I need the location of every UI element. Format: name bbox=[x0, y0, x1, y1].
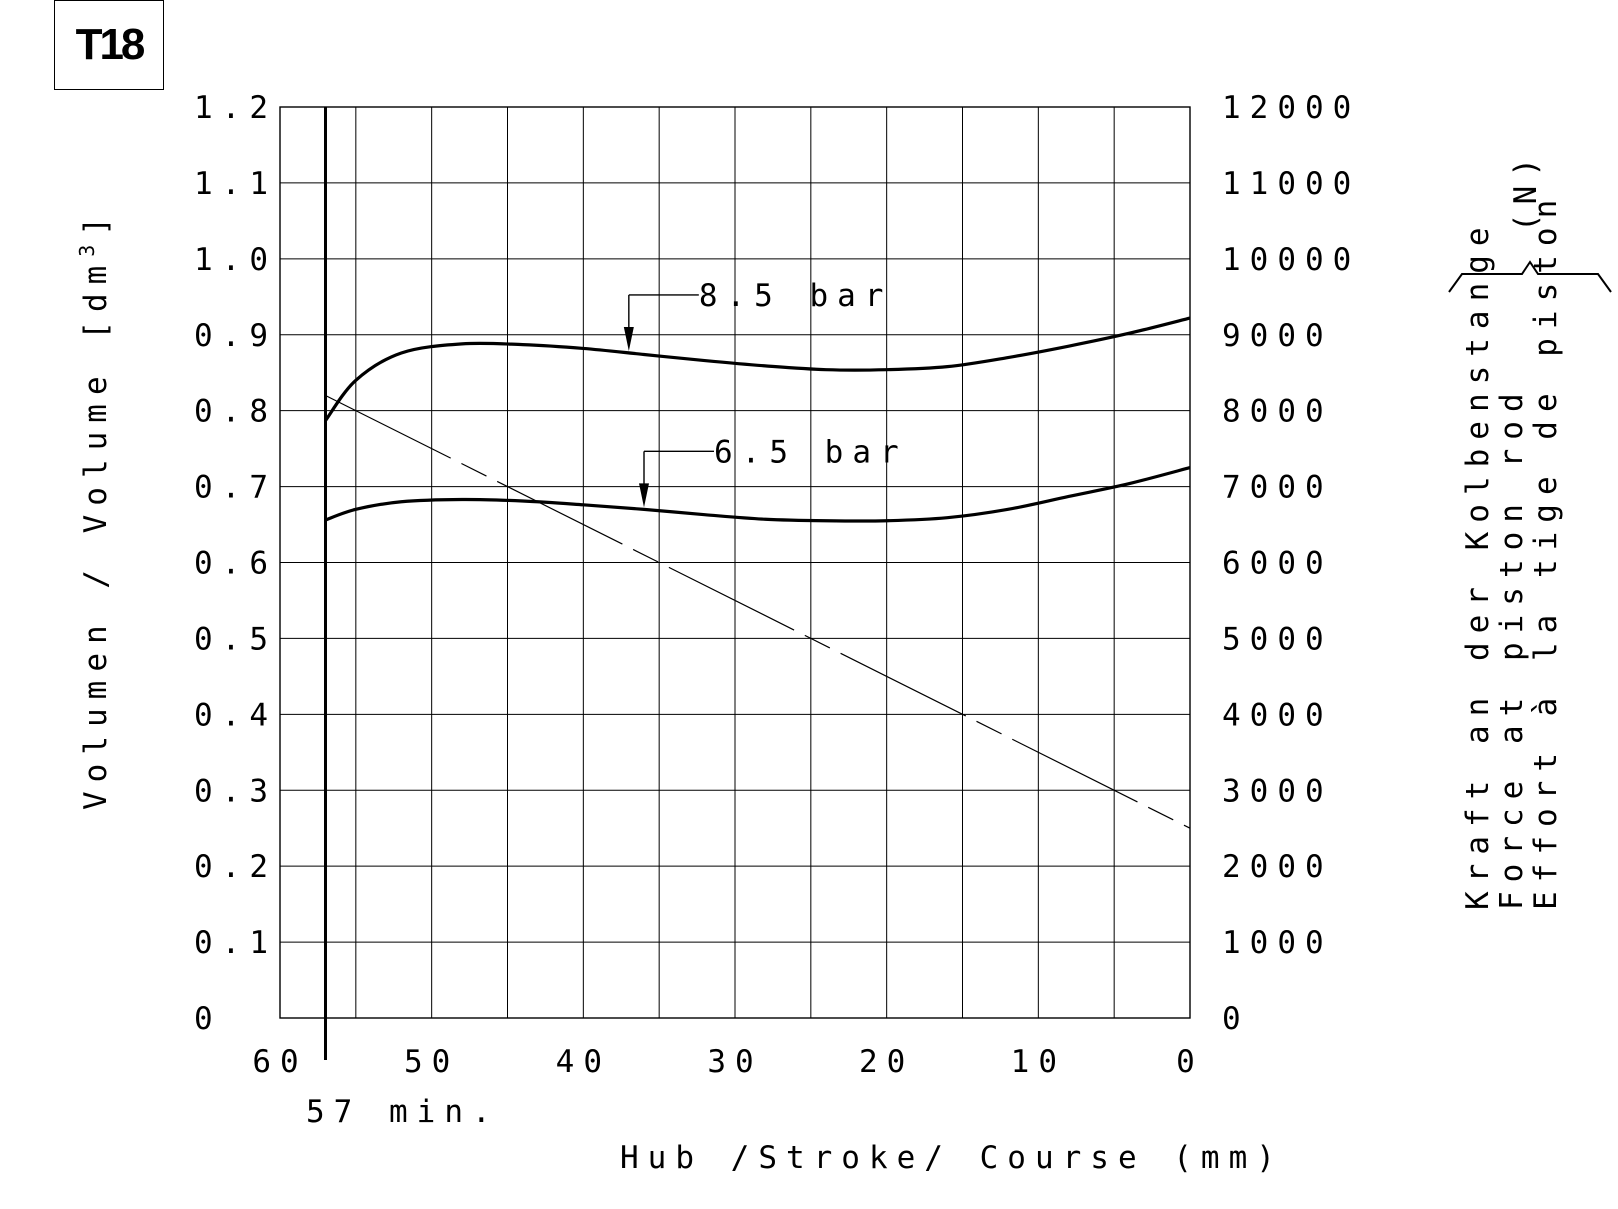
y-axis-title-sup: 3 bbox=[75, 236, 99, 257]
y2-tick-label: 8000 bbox=[1222, 394, 1333, 430]
figure-badge: T18 bbox=[54, 0, 164, 90]
y2-tick-label: 9000 bbox=[1222, 318, 1333, 354]
y-tick-label: 1.1 bbox=[194, 166, 277, 202]
y2-tick-label: 3000 bbox=[1222, 773, 1333, 809]
y2-axis-title-line: Force at piston rod bbox=[1494, 384, 1530, 910]
annotation-6-5-bar-arrow bbox=[639, 483, 649, 508]
y-axis-title-main: Volumen / Volume [dm bbox=[78, 257, 114, 810]
series-6-5-bar-line bbox=[324, 466, 1191, 523]
y2-axis-title-line: Effort à la tige de piston bbox=[1528, 191, 1564, 910]
annotation-8-5-bar-label: 8.5 bar bbox=[699, 278, 893, 314]
y2-tick-label: 5000 bbox=[1222, 621, 1333, 657]
y2-brace bbox=[1448, 260, 1612, 293]
y2-tick-label: 10000 bbox=[1222, 242, 1360, 278]
tick-labels: 0 0.1 0.2 0.3 0.4 0.5 0.6 0.7 0.8 0.9 1.0 1.1 1.2 0 10… bbox=[194, 90, 1360, 1130]
y-axis-title-end: ] bbox=[78, 208, 114, 236]
figure-badge-label: T18 bbox=[75, 20, 146, 69]
y-tick-label: 0.2 bbox=[194, 849, 277, 885]
y2-tick-label: 11000 bbox=[1222, 166, 1360, 202]
y2-tick-label: 1000 bbox=[1222, 925, 1333, 961]
y-tick-label: 0.9 bbox=[194, 318, 277, 354]
x-tick-label: 10 bbox=[1011, 1044, 1066, 1080]
y-tick-label: 1.0 bbox=[194, 242, 277, 278]
y-tick-label: 0.8 bbox=[194, 394, 277, 430]
x-axis-title: Hub /Stroke/ Course (mm) bbox=[620, 1140, 1284, 1176]
x-tick-label: 20 bbox=[859, 1044, 914, 1080]
annotations: 8.5 bar 6.5 bar bbox=[623, 278, 908, 508]
y2-tick-label: 4000 bbox=[1222, 697, 1333, 733]
y2-tick-label: 12000 bbox=[1222, 90, 1360, 126]
y2-tick-label: 6000 bbox=[1222, 546, 1333, 582]
annotation-6-5-bar-label: 6.5 bar bbox=[714, 434, 908, 470]
y2-axis-unit: (N) bbox=[1508, 149, 1544, 232]
y-tick-label: 0.1 bbox=[194, 925, 277, 961]
y-tick-label: 0.4 bbox=[194, 697, 277, 733]
y-tick-label: 0.7 bbox=[194, 470, 277, 506]
min-stroke-label: 57 min. bbox=[306, 1094, 500, 1130]
y-tick-label: 0.6 bbox=[194, 546, 277, 582]
y2-tick-label: 0 bbox=[1222, 1001, 1250, 1037]
y-tick-label: 0.5 bbox=[194, 621, 277, 657]
y-tick-label: 0 bbox=[194, 1001, 222, 1037]
annotation-8-5-bar-arrow bbox=[623, 326, 634, 351]
y-tick-label: 1.2 bbox=[194, 90, 277, 126]
y-axis-title: Volumen / Volume [dm3] bbox=[75, 208, 114, 810]
grid bbox=[279, 106, 1191, 1019]
x-tick-label: 30 bbox=[707, 1044, 762, 1080]
x-tick-label: 60 bbox=[252, 1044, 307, 1080]
series-group bbox=[324, 316, 1191, 829]
y2-tick-label: 2000 bbox=[1222, 849, 1333, 885]
series-8-5-bar-line bbox=[324, 316, 1191, 422]
y-tick-label: 0.3 bbox=[194, 773, 277, 809]
y2-tick-label: 7000 bbox=[1222, 470, 1333, 506]
x-tick-label: 50 bbox=[404, 1044, 459, 1080]
x-tick-label: 0 bbox=[1176, 1044, 1204, 1080]
x-tick-label: 40 bbox=[556, 1044, 611, 1080]
series-dashed-line bbox=[325, 394, 1191, 829]
y2-axis-title-line: Kraft an der Kolbenstange bbox=[1460, 218, 1496, 910]
